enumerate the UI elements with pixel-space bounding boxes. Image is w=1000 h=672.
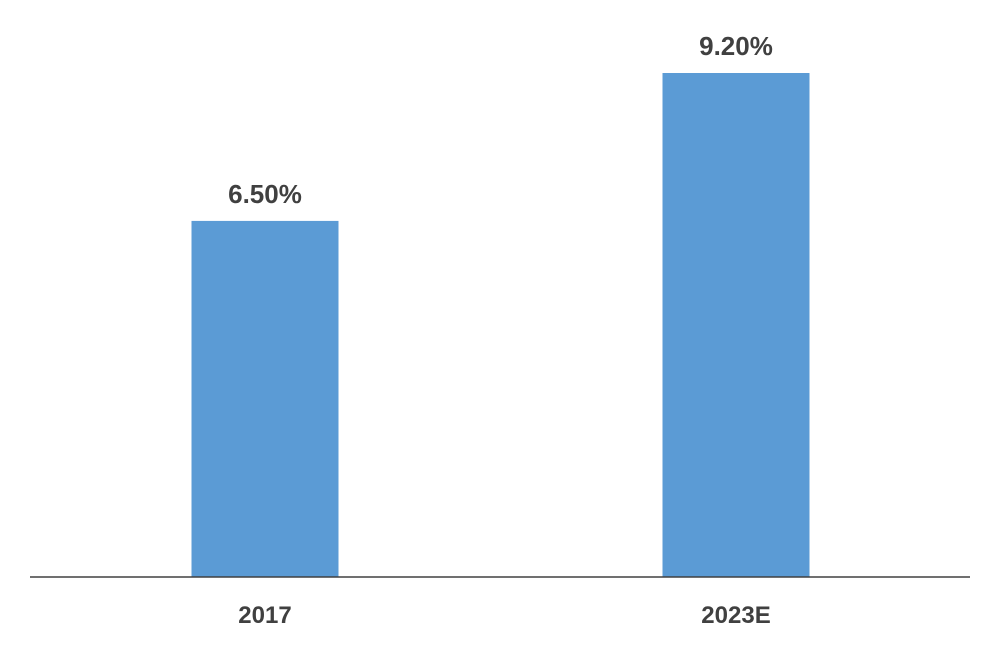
x-tick-labels-group: 2017 2023E <box>238 602 770 629</box>
data-labels-group: 6.50% 9.20% <box>228 31 773 209</box>
bar-2023e <box>662 73 810 577</box>
x-tick-label-2017: 2017 <box>238 602 291 629</box>
bar-2017 <box>191 220 339 578</box>
data-label-2017: 6.50% <box>228 179 302 209</box>
x-tick-label-2023e: 2023E <box>701 602 770 629</box>
bars-group <box>191 73 810 578</box>
data-label-2023e: 9.20% <box>699 31 773 61</box>
